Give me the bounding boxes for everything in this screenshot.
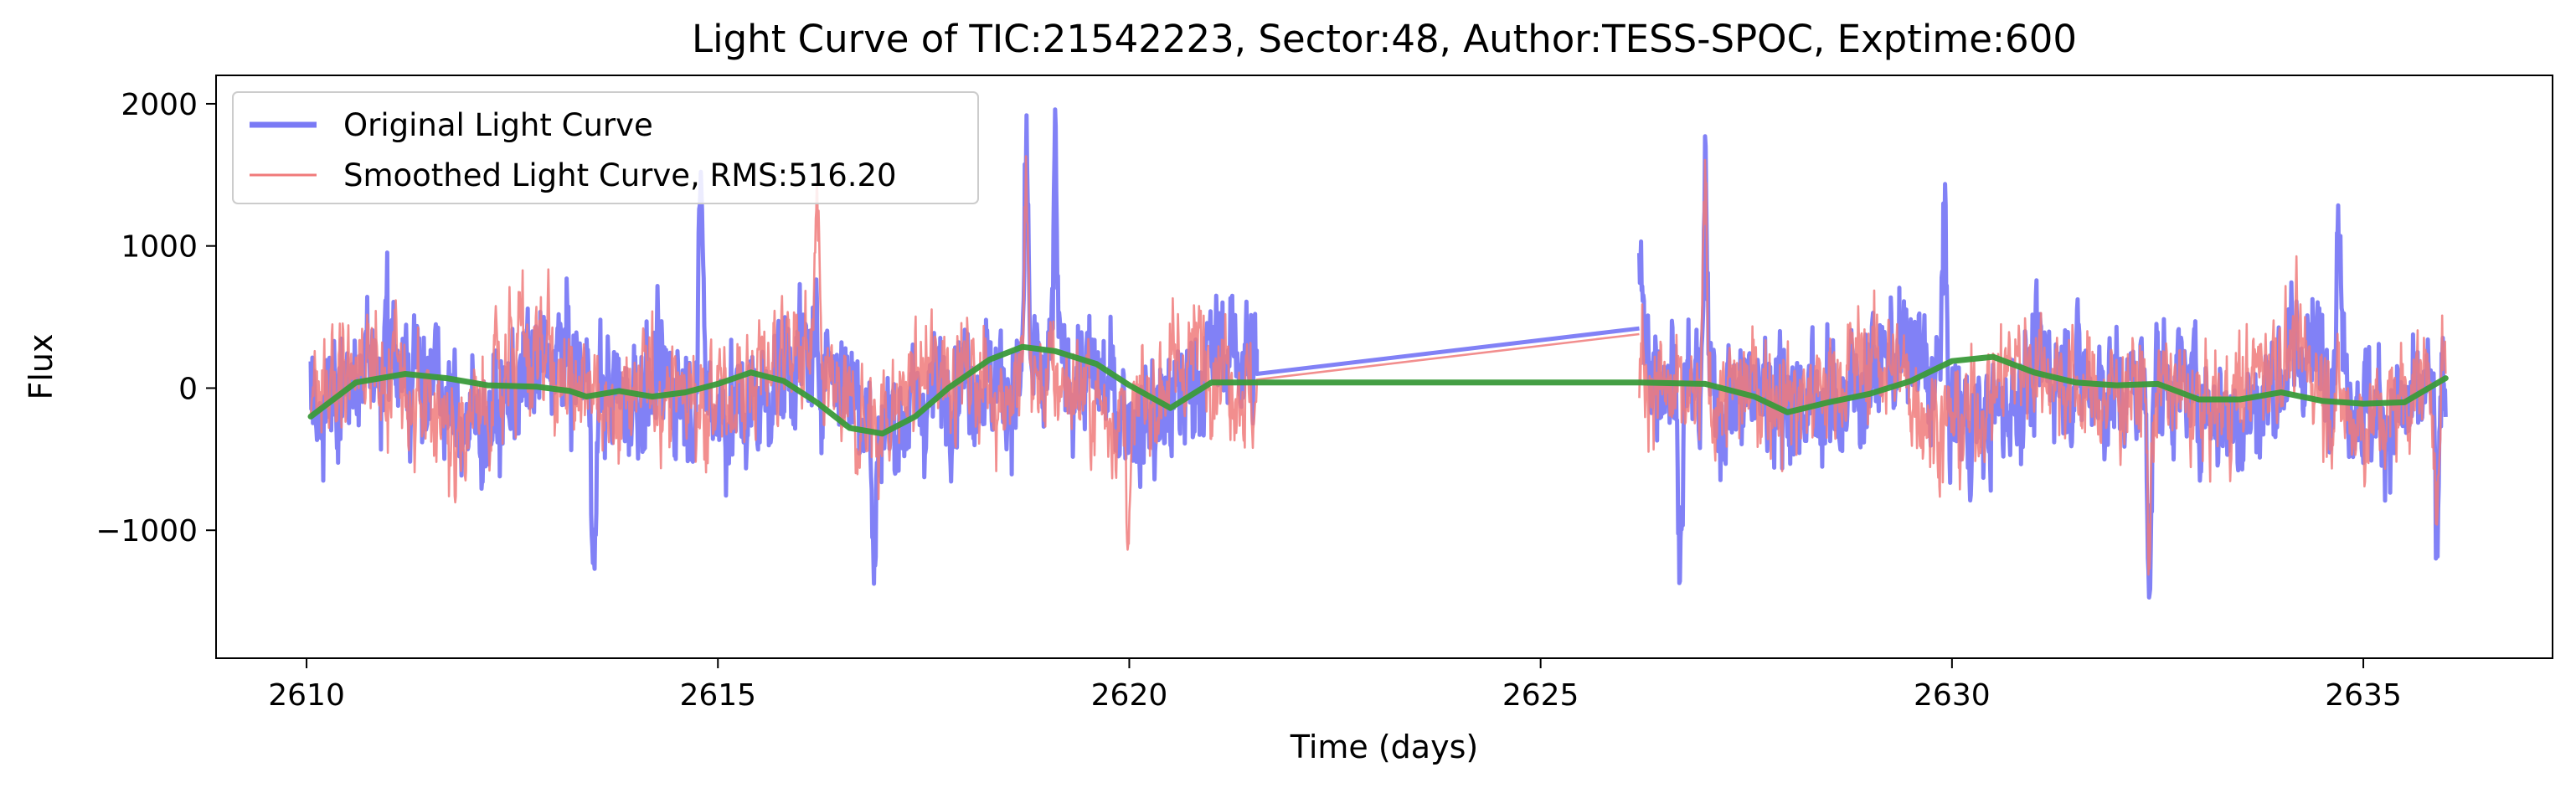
y-tick-label-1: 0 bbox=[178, 372, 198, 406]
y-axis-label: Flux bbox=[23, 334, 59, 400]
series-smoothed-light-curve bbox=[309, 155, 2447, 576]
y-tick-label-3: 2000 bbox=[121, 88, 198, 122]
legend: Original Light Curve Smoothed Light Curv… bbox=[232, 91, 979, 204]
y-tick-label-0: −1000 bbox=[95, 514, 198, 549]
x-tick-label-2: 2620 bbox=[1091, 678, 1168, 713]
x-axis-label: Time (days) bbox=[1290, 729, 1478, 765]
x-tick-label-4: 2630 bbox=[1914, 678, 1991, 713]
plot-frame bbox=[215, 75, 2553, 659]
x-tick-label-0: 2610 bbox=[268, 678, 345, 713]
chart-title: Light Curve of TIC:21542223, Sector:48, … bbox=[692, 17, 2077, 61]
x-tick-label-5: 2635 bbox=[2325, 678, 2402, 713]
plot-area bbox=[307, 107, 2449, 600]
legend-label-original: Original Light Curve bbox=[343, 107, 653, 143]
x-tick-label-1: 2615 bbox=[679, 678, 756, 713]
legend-label-smoothed: Smoothed Light Curve, RMS:516.20 bbox=[343, 157, 897, 193]
y-tick-label-2: 1000 bbox=[121, 230, 198, 265]
legend-box bbox=[232, 91, 979, 204]
x-tick-label-3: 2625 bbox=[1502, 678, 1579, 713]
axis-ticks: 2610 2615 2620 2625 2630 2635 −1000 0 1000 2000 bbox=[95, 88, 2402, 713]
series-trend-line bbox=[307, 343, 2449, 437]
